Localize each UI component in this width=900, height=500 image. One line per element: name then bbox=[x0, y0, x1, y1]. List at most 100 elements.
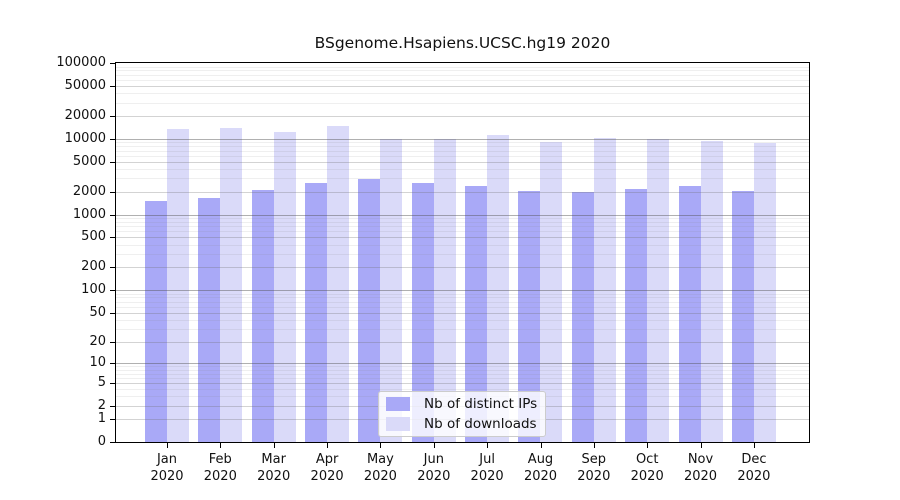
y-tick-label-5: 5 bbox=[97, 375, 106, 390]
x-tick-label-jun: Jun 2020 bbox=[402, 451, 466, 485]
gridline-30000 bbox=[116, 102, 809, 104]
plot-area bbox=[115, 62, 810, 443]
legend: Nb of distinct IPs Nb of downloads bbox=[378, 391, 546, 437]
gridline-1000 bbox=[116, 214, 809, 216]
bar-nb-of-downloads-jul bbox=[487, 135, 510, 442]
bar-nb-of-downloads-apr bbox=[327, 125, 350, 442]
bar-nb-of-distinct-ips-oct bbox=[625, 189, 648, 442]
gridline-30 bbox=[116, 329, 809, 330]
x-label-year: 2020 bbox=[683, 469, 718, 484]
y-tick-50 bbox=[110, 312, 115, 314]
gridline-2000 bbox=[116, 191, 809, 193]
x-tick-jun bbox=[433, 443, 435, 448]
gridline-50000 bbox=[116, 85, 809, 87]
gridline-7 bbox=[116, 373, 809, 375]
gridline-7000 bbox=[116, 150, 809, 152]
x-label-month: Jul bbox=[479, 452, 495, 467]
x-label-month: Nov bbox=[687, 452, 714, 467]
gridline-9000 bbox=[116, 142, 809, 144]
bar-nb-of-downloads-aug bbox=[540, 141, 563, 442]
bar-nb-of-downloads-may bbox=[380, 138, 403, 442]
gridline-400 bbox=[116, 244, 809, 246]
gridline-9 bbox=[116, 366, 809, 368]
y-tick-10000 bbox=[110, 138, 115, 140]
x-tick-label-apr: Apr 2020 bbox=[295, 451, 359, 485]
x-tick-label-sep: Sep 2020 bbox=[562, 451, 626, 485]
gridline-6000 bbox=[116, 155, 809, 157]
x-label-month: Jan bbox=[156, 452, 178, 467]
bar-nb-of-distinct-ips-jun bbox=[411, 183, 434, 442]
y-tick-1 bbox=[110, 419, 115, 421]
gridline-5000 bbox=[116, 161, 809, 163]
y-tick-label-100000: 100000 bbox=[56, 55, 106, 70]
y-tick-label-1: 1 bbox=[97, 411, 106, 427]
legend-label-downloads: Nb of downloads bbox=[424, 416, 537, 432]
x-label-month: Mar bbox=[261, 452, 286, 467]
y-tick-label-5000: 5000 bbox=[72, 153, 106, 169]
gridline-40000 bbox=[116, 93, 809, 95]
x-label-month: Feb bbox=[208, 452, 232, 467]
bar-nb-of-downloads-feb bbox=[220, 128, 243, 442]
bar-nb-of-distinct-ips-jan bbox=[145, 201, 167, 442]
gridline-70000 bbox=[116, 74, 809, 76]
bar-nb-of-downloads-nov bbox=[700, 140, 723, 442]
x-label-year: 2020 bbox=[150, 469, 184, 484]
bar-nb-of-downloads-dec bbox=[753, 142, 776, 442]
gridline-80 bbox=[116, 297, 809, 299]
x-label-month: Jun bbox=[423, 452, 444, 467]
gridline-80000 bbox=[116, 70, 809, 72]
gridline-4 bbox=[116, 389, 809, 390]
x-label-year: 2020 bbox=[737, 469, 771, 484]
y-tick-2000 bbox=[110, 191, 115, 193]
x-label-month: Sep bbox=[581, 452, 607, 467]
gridline-5 bbox=[116, 383, 809, 384]
bar-nb-of-distinct-ips-may bbox=[358, 179, 381, 442]
x-tick-mar bbox=[273, 443, 275, 448]
gridline-90 bbox=[116, 293, 809, 295]
chart-title: BSgenome.Hsapiens.UCSC.hg19 2020 bbox=[314, 34, 611, 52]
x-label-year: 2020 bbox=[630, 469, 664, 484]
y-tick-label-100: 100 bbox=[81, 282, 106, 298]
x-label-year: 2020 bbox=[577, 469, 611, 484]
gridline-200 bbox=[116, 267, 809, 269]
legend-row-distinct-ips: Nb of distinct IPs bbox=[379, 394, 545, 414]
x-label-year: 2020 bbox=[523, 469, 558, 484]
gridline-40 bbox=[116, 319, 809, 321]
y-tick-label-20: 20 bbox=[89, 333, 106, 349]
x-label-year: 2020 bbox=[203, 469, 237, 484]
gridline-600 bbox=[116, 231, 809, 233]
bar-nb-of-downloads-sep bbox=[593, 137, 616, 442]
y-tick-label-2: 2 bbox=[97, 397, 106, 413]
y-tick-label-500: 500 bbox=[81, 229, 106, 245]
y-tick-label-20000: 20000 bbox=[64, 108, 106, 123]
x-label-month: Oct bbox=[635, 452, 659, 467]
x-tick-label-dec: Dec 2020 bbox=[722, 451, 786, 485]
x-tick-oct bbox=[647, 443, 649, 448]
gridline-800 bbox=[116, 221, 809, 223]
x-tick-label-oct: Oct 2020 bbox=[615, 451, 679, 485]
x-tick-label-jan: Jan 2020 bbox=[135, 451, 199, 485]
bar-nb-of-downloads-oct bbox=[647, 138, 670, 442]
bar-nb-of-distinct-ips-sep bbox=[571, 192, 594, 442]
y-tick-5000 bbox=[110, 161, 115, 163]
gridline-100 bbox=[116, 290, 809, 292]
bar-nb-of-distinct-ips-nov bbox=[678, 186, 701, 442]
gridline-8 bbox=[116, 369, 809, 371]
y-tick-label-0: 0 bbox=[97, 434, 106, 449]
x-label-month: Apr bbox=[315, 452, 339, 467]
gridline-90000 bbox=[116, 66, 809, 68]
y-tick-5 bbox=[110, 383, 115, 384]
x-tick-aug bbox=[540, 443, 542, 448]
y-tick-label-10000: 10000 bbox=[64, 130, 106, 146]
y-tick-1000 bbox=[110, 214, 115, 216]
x-tick-label-aug: Aug 2020 bbox=[509, 451, 573, 485]
y-tick-label-50: 50 bbox=[89, 304, 106, 320]
bar-nb-of-distinct-ips-jul bbox=[465, 185, 488, 442]
bar-nb-of-distinct-ips-mar bbox=[251, 190, 274, 442]
gridline-500 bbox=[116, 237, 809, 239]
bar-nb-of-downloads-jun bbox=[433, 139, 456, 442]
y-tick-20 bbox=[110, 341, 115, 343]
y-tick-50000 bbox=[110, 85, 115, 87]
gridline-6 bbox=[116, 377, 809, 379]
